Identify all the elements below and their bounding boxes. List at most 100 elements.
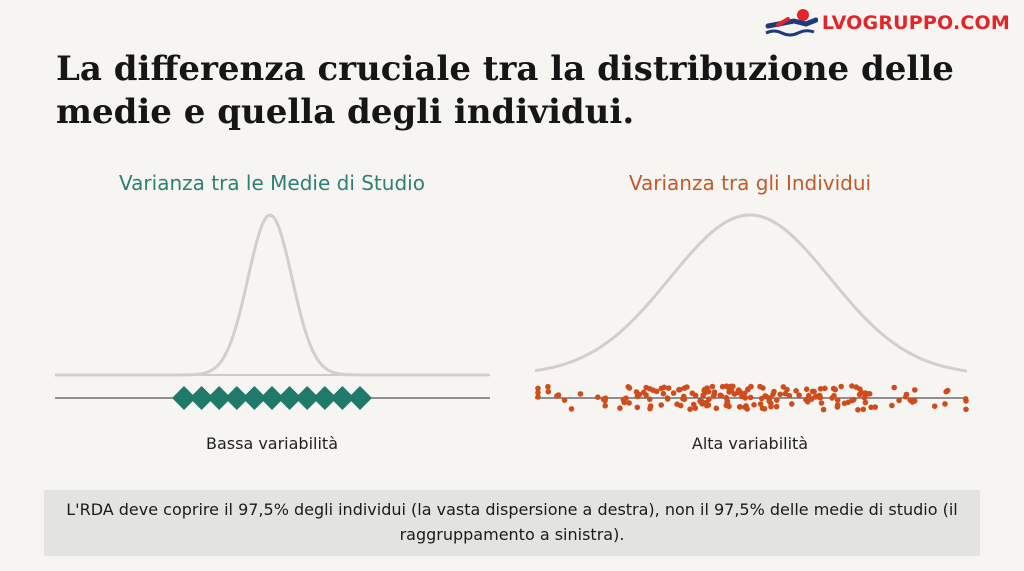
individual-dot <box>692 405 699 411</box>
individual-dot <box>963 406 969 413</box>
individual-dot <box>658 385 665 392</box>
rda-note: L'RDA deve coprire il 97,5% degli indivi… <box>44 490 980 556</box>
individual-dot <box>849 383 855 389</box>
individual-dot <box>944 387 951 394</box>
individual-dot <box>665 385 672 392</box>
individual-dot <box>793 388 799 394</box>
individual-dot <box>818 400 825 406</box>
individual-dot <box>742 404 748 411</box>
individual-dot <box>701 387 707 394</box>
individual-dot <box>761 406 768 412</box>
individual-dot <box>896 397 902 404</box>
mean-marker <box>224 386 249 410</box>
individual-dot <box>620 396 627 403</box>
mean-marker <box>295 386 320 410</box>
individual-dot <box>709 383 716 390</box>
individual-dot <box>626 400 632 406</box>
individual-dot <box>545 383 551 390</box>
individual-dot <box>963 398 969 404</box>
individual-dot <box>805 392 812 399</box>
individual-dot <box>889 402 895 409</box>
individual-dot <box>817 386 824 392</box>
individual-dot <box>891 384 897 391</box>
individual-dot <box>660 390 667 397</box>
left-panel-caption: Bassa variabilità <box>205 434 338 453</box>
individual-dot <box>931 403 938 410</box>
individual-dot <box>856 391 863 398</box>
individual-dot <box>728 383 734 390</box>
right-dots-group <box>535 383 969 413</box>
right-wide-curve <box>534 213 968 373</box>
individual-dot <box>643 384 649 391</box>
individual-dot <box>849 397 855 404</box>
individual-dot <box>861 394 868 401</box>
individual-dot <box>912 387 918 393</box>
individual-dot <box>758 395 765 402</box>
mean-marker <box>277 386 302 410</box>
individual-dot <box>664 395 671 401</box>
individual-dot <box>723 394 729 401</box>
mean-marker <box>260 386 284 410</box>
individual-dot <box>857 386 863 392</box>
individual-dot <box>766 398 772 404</box>
individual-dot <box>602 397 608 404</box>
individual-dot <box>670 390 677 396</box>
page-title: La differenza cruciale tra la distribuzi… <box>56 49 954 132</box>
individual-dot <box>677 386 683 393</box>
individual-dot <box>838 383 844 390</box>
individual-dot <box>545 388 552 395</box>
mean-marker <box>348 386 372 410</box>
individual-dot <box>697 398 703 404</box>
individual-dot <box>803 386 810 393</box>
individual-dot <box>653 388 660 395</box>
individual-dot <box>903 394 909 400</box>
individual-dot <box>757 383 763 390</box>
mean-marker <box>172 386 196 410</box>
individual-dot <box>617 405 623 411</box>
individual-dot <box>774 397 780 403</box>
individual-dot <box>677 402 684 409</box>
individual-dot <box>535 394 541 400</box>
individual-dot <box>822 385 828 392</box>
individual-dot <box>535 385 541 392</box>
individual-dot <box>681 393 687 400</box>
individual-dot <box>737 404 743 410</box>
individual-dot <box>862 390 869 396</box>
individual-dot <box>595 394 601 401</box>
individual-dot <box>535 389 541 396</box>
individual-dot <box>813 393 819 400</box>
individual-dot <box>841 400 848 407</box>
individual-dot <box>855 407 861 413</box>
individual-dot <box>789 401 795 407</box>
individual-dot <box>832 386 839 393</box>
mean-marker <box>242 386 267 410</box>
individual-dot <box>717 392 724 399</box>
mean-marker <box>189 386 214 410</box>
individual-dot <box>634 404 641 411</box>
individual-dot <box>741 390 748 397</box>
individual-dot <box>747 394 754 401</box>
individual-dot <box>745 386 751 393</box>
individual-dot <box>626 385 633 391</box>
individual-dot <box>602 403 608 409</box>
individual-dot <box>703 402 710 409</box>
individual-dot <box>568 406 575 412</box>
individual-dot <box>684 384 690 390</box>
individual-dot <box>711 389 718 395</box>
individual-dot <box>561 397 568 403</box>
individual-dot <box>831 392 837 399</box>
individual-dot <box>773 403 780 410</box>
mean-marker <box>207 386 232 410</box>
individual-dot <box>782 390 789 397</box>
left-narrow-curve <box>55 213 489 377</box>
swimmer-icon <box>765 9 818 37</box>
individual-dot <box>555 392 562 398</box>
individual-dot <box>687 406 693 413</box>
individual-dot <box>751 402 757 408</box>
mean-marker <box>312 386 337 410</box>
individual-dot <box>643 392 649 398</box>
individual-dot <box>647 396 653 403</box>
individual-dot <box>803 396 809 403</box>
individual-dot <box>811 388 817 395</box>
individual-dot <box>713 405 720 412</box>
